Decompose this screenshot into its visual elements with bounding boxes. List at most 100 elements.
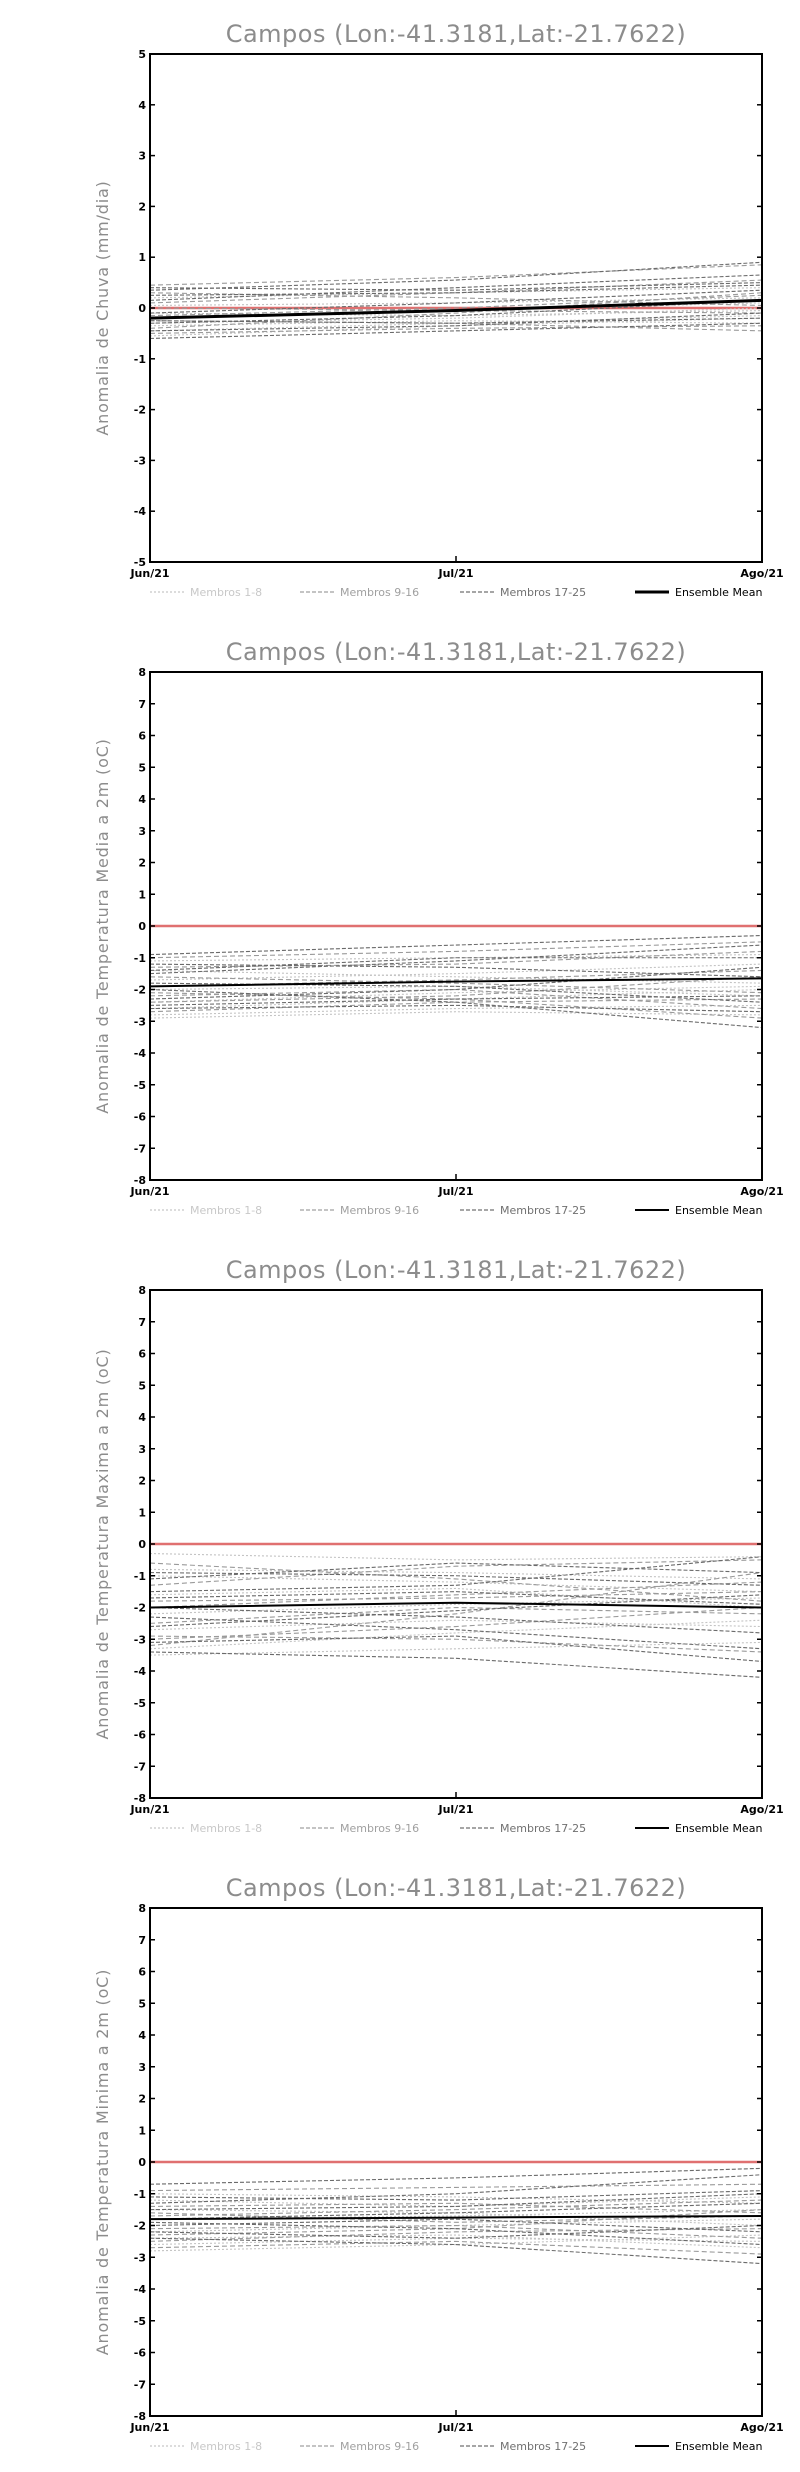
ensemble-mean-line	[149, 2214, 763, 2221]
member-line-1	[149, 1552, 763, 1561]
legend-label: Membros 9-16	[340, 1822, 419, 1835]
y-tick-label: 2	[138, 857, 146, 870]
member-line-10	[149, 2228, 763, 2242]
member-line-12	[149, 1606, 763, 1624]
y-tick-label: 0	[138, 302, 146, 315]
member-line-22	[149, 2218, 763, 2233]
y-tick-label: 0	[138, 2156, 146, 2169]
legend-label: Membros 9-16	[340, 586, 419, 599]
y-tick-label: 3	[138, 825, 146, 838]
y-tick-label: 5	[138, 1379, 146, 1392]
y-tick-label: -5	[134, 1697, 146, 1710]
member-line-9	[149, 2199, 763, 2217]
y-tick-label: -4	[134, 1665, 147, 1678]
y-tick-label: -8	[134, 2410, 146, 2423]
y-tick-label: -5	[134, 1079, 146, 1092]
y-tick-label: -7	[134, 2378, 146, 2391]
x-tick-label: Jun/21	[129, 2421, 169, 2434]
y-tick-label: -2	[134, 404, 146, 417]
chart-title: Campos (Lon:-41.3181,Lat:-21.7622)	[226, 20, 687, 48]
y-tick-label: -2	[134, 2220, 146, 2233]
member-line-13	[149, 2202, 763, 2214]
member-line-22	[149, 1606, 763, 1634]
legend-label: Membros 1-8	[190, 1822, 262, 1835]
y-tick-label: 2	[138, 1475, 146, 1488]
y-axis-label: Anomalia de Temperatura Maxima a 2m (oC)	[93, 1348, 112, 1739]
member-line-15	[149, 1591, 763, 1602]
chart-title: Campos (Lon:-41.3181,Lat:-21.7622)	[226, 1874, 687, 1902]
y-tick-label: -5	[134, 556, 146, 569]
member-line-15	[149, 325, 763, 334]
member-line-15	[149, 2212, 763, 2223]
legend-label: Membros 17-25	[500, 586, 586, 599]
x-tick-label: Jun/21	[129, 1185, 169, 1198]
y-tick-label: 1	[138, 2124, 146, 2137]
legend-label: Membros 1-8	[190, 1204, 262, 1217]
chart-panel-2: Campos (Lon:-41.3181,Lat:-21.7622) Anomal…	[93, 638, 784, 1217]
y-tick-label: -3	[134, 454, 146, 467]
y-tick-label: -7	[134, 1142, 146, 1155]
member-line-21	[149, 1572, 763, 1586]
y-tick-label: -3	[134, 1633, 146, 1646]
legend-label: Ensemble Mean	[675, 2440, 762, 2453]
member-line-20	[149, 299, 763, 324]
y-tick-label: 8	[138, 1284, 146, 1297]
member-line-10	[149, 1572, 763, 1647]
member-line-20	[149, 1651, 763, 1678]
member-line-14	[149, 294, 763, 317]
chart-panel-1: Campos (Lon:-41.3181,Lat:-21.7622) Anomal…	[93, 20, 784, 599]
chart-title: Campos (Lon:-41.3181,Lat:-21.7622)	[226, 1256, 687, 1284]
y-tick-label: 0	[138, 920, 146, 933]
member-line-24	[149, 2224, 763, 2239]
y-tick-label: 1	[138, 1506, 146, 1519]
y-tick-label: 2	[138, 2093, 146, 2106]
member-line-21	[149, 2190, 763, 2201]
y-tick-label: -6	[134, 1111, 147, 1124]
member-line-25	[149, 2202, 763, 2220]
y-tick-label: -3	[134, 1015, 146, 1028]
member-line-23	[149, 988, 763, 1029]
x-tick-label: Jul/21	[437, 567, 473, 580]
y-tick-label: 4	[138, 1411, 146, 1424]
member-line-25	[149, 1594, 763, 1628]
member-line-12	[149, 2224, 763, 2239]
y-tick-label: -8	[134, 1792, 146, 1805]
x-tick-label: Ago/21	[740, 1185, 783, 1198]
chart-title: Campos (Lon:-41.3181,Lat:-21.7622)	[226, 638, 687, 666]
y-tick-label: -8	[134, 1174, 146, 1187]
y-tick-label: 4	[138, 793, 146, 806]
member-line-19	[149, 1556, 763, 1593]
member-line-17	[149, 2167, 763, 2185]
member-line-5	[149, 2234, 763, 2252]
chart-panel-3: Campos (Lon:-41.3181,Lat:-21.7622) Anomal…	[93, 1256, 784, 1835]
legend-label: Membros 9-16	[340, 1204, 419, 1217]
legend-label: Membros 17-25	[500, 1822, 586, 1835]
legend-label: Membros 9-16	[340, 2440, 419, 2453]
member-line-23	[149, 2193, 763, 2211]
y-tick-label: 2	[138, 200, 146, 213]
x-tick-label: Jun/21	[129, 1803, 169, 1816]
y-tick-label: -2	[134, 984, 146, 997]
y-tick-label: -6	[134, 1729, 147, 1742]
y-tick-label: 8	[138, 666, 146, 679]
y-tick-label: -5	[134, 2315, 146, 2328]
x-tick-label: Ago/21	[740, 2421, 783, 2434]
y-tick-label: 1	[138, 888, 146, 901]
y-tick-label: -7	[134, 1760, 146, 1773]
x-tick-label: Jul/21	[437, 1803, 473, 1816]
legend-label: Membros 1-8	[190, 2440, 262, 2453]
y-tick-label: 0	[138, 1538, 146, 1551]
member-line-23	[149, 289, 763, 314]
y-tick-label: 8	[138, 1902, 146, 1915]
x-tick-label: Jul/21	[437, 2421, 473, 2434]
member-line-15	[149, 941, 763, 959]
y-axis-label: Anomalia de Temperatura Minima a 2m (oC)	[93, 1969, 112, 2355]
y-tick-label: -3	[134, 2251, 146, 2264]
y-tick-label: 3	[138, 2061, 146, 2074]
legend-label: Membros 17-25	[500, 1204, 586, 1217]
member-line-25	[149, 1004, 763, 1013]
member-line-17	[149, 261, 763, 291]
y-tick-label: 3	[138, 1443, 146, 1456]
y-tick-label: -6	[134, 2347, 147, 2360]
